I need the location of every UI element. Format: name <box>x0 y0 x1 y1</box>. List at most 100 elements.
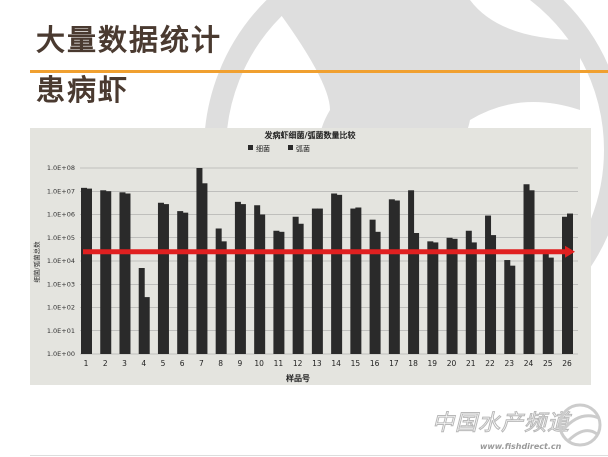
bar-vibrio <box>567 213 573 354</box>
bar-vibrio <box>239 204 246 354</box>
bar-bacteria <box>177 211 184 354</box>
bar-vibrio <box>432 242 439 354</box>
bar-vibrio <box>336 194 343 354</box>
bar-bacteria <box>119 192 126 354</box>
bar-vibrio <box>124 193 131 354</box>
slide-title: 大量数据统计 <box>36 23 223 57</box>
red-arrow-head-icon <box>565 245 575 258</box>
x-tick-label: 18 <box>408 359 418 368</box>
bar-bacteria <box>273 230 280 354</box>
bar-vibrio <box>297 223 304 354</box>
bar-bacteria <box>562 216 568 354</box>
bar-bacteria <box>465 230 472 354</box>
x-tick-label: 15 <box>351 359 361 368</box>
bar-bacteria <box>311 208 318 354</box>
y-tick-label: 1.0E+05 <box>47 234 75 242</box>
footer-divider <box>30 455 608 456</box>
bar-bacteria <box>254 205 261 354</box>
legend-label: 细菌 <box>256 144 270 153</box>
x-tick-label: 2 <box>103 359 108 368</box>
y-tick-label: 1.0E+06 <box>47 211 75 219</box>
bar-bacteria <box>100 190 107 354</box>
x-tick-label: 5 <box>161 359 166 368</box>
y-tick-label: 1.0E+07 <box>47 187 75 195</box>
x-tick-label: 6 <box>180 359 185 368</box>
bar-vibrio <box>509 265 516 354</box>
bar-bacteria <box>388 199 395 354</box>
bar-bacteria <box>485 215 492 354</box>
y-tick-label: 1.0E+03 <box>47 280 75 288</box>
bar-bacteria <box>138 267 145 354</box>
x-tick-label: 22 <box>485 359 495 368</box>
bar-bacteria <box>234 201 241 354</box>
x-tick-label: 13 <box>312 359 322 368</box>
x-tick-label: 25 <box>543 359 553 368</box>
red-arrow-shaft <box>83 249 565 255</box>
bar-bacteria <box>81 187 87 354</box>
bar-bacteria <box>408 190 415 354</box>
bar-vibrio <box>162 204 169 354</box>
bar-vibrio <box>201 183 208 354</box>
bar-vibrio <box>86 188 92 354</box>
x-tick-label: 11 <box>274 359 284 368</box>
x-tick-label: 21 <box>466 359 476 368</box>
bar-vibrio <box>374 231 381 354</box>
x-tick-label: 17 <box>389 359 399 368</box>
bar-bacteria <box>427 241 434 354</box>
bar-vibrio <box>220 241 227 354</box>
bar-bacteria <box>292 216 299 354</box>
bar-vibrio <box>259 214 266 354</box>
x-tick-label: 9 <box>238 359 243 368</box>
y-tick-label: 1.0E+04 <box>47 257 75 265</box>
watermark-url: www.fishdirect.cn <box>480 442 562 451</box>
x-tick-label: 4 <box>141 359 146 368</box>
bar-vibrio <box>413 233 420 354</box>
x-tick-label: 19 <box>428 359 438 368</box>
chart-photo: 发病虾细菌/弧菌数量比较细菌 弧菌 1.0E+00 1.0E+01 1.0E+02 1.0… <box>30 128 591 385</box>
bar-bacteria <box>157 202 164 354</box>
bar-vibrio <box>451 238 458 354</box>
bar-vibrio <box>143 297 150 354</box>
bar-bacteria <box>523 184 530 354</box>
bar-vibrio <box>528 190 535 354</box>
watermark-text: 中国水产频道 <box>431 411 571 436</box>
bar-vibrio <box>182 212 189 354</box>
y-tick-label: 1.0E+00 <box>47 350 75 358</box>
slide-subtitle: 患病虾 <box>36 73 130 107</box>
legend-swatch <box>248 145 253 150</box>
bar-vibrio <box>105 191 112 354</box>
y-tick-label: 1.0E+08 <box>47 164 75 172</box>
bar-vibrio <box>316 208 323 354</box>
bar-vibrio <box>355 207 362 354</box>
legend-swatch <box>288 145 293 150</box>
x-axis-label: 样品号 <box>286 373 310 383</box>
bar-vibrio <box>278 231 285 354</box>
x-tick-label: 16 <box>370 359 380 368</box>
y-tick-label: 1.0E+02 <box>47 304 75 312</box>
x-tick-label: 24 <box>524 359 534 368</box>
bar-bacteria <box>504 260 511 354</box>
x-tick-label: 20 <box>447 359 457 368</box>
x-tick-label: 12 <box>293 359 303 368</box>
bar-bacteria <box>446 237 453 354</box>
chart-title: 发病虾细菌/弧菌数量比较 <box>264 130 356 140</box>
bar-bacteria <box>542 254 549 354</box>
bar-vibrio <box>490 235 497 354</box>
x-tick-label: 8 <box>218 359 223 368</box>
y-tick-label: 1.0E+01 <box>47 327 75 335</box>
title-divider <box>30 70 608 73</box>
x-tick-label: 7 <box>199 359 204 368</box>
bar-bacteria <box>350 208 357 354</box>
x-tick-label: 26 <box>562 359 572 368</box>
y-axis-label: 细菌/弧菌总数 <box>32 241 41 283</box>
bar-bacteria <box>215 228 222 354</box>
x-tick-label: 23 <box>505 359 515 368</box>
x-tick-label: 3 <box>122 359 127 368</box>
x-tick-label: 14 <box>331 359 341 368</box>
legend-label: 弧菌 <box>296 144 310 153</box>
bar-vibrio <box>547 257 554 354</box>
bar-bacteria <box>196 168 203 354</box>
bar-bacteria <box>369 219 376 354</box>
bar-vibrio <box>393 200 400 354</box>
